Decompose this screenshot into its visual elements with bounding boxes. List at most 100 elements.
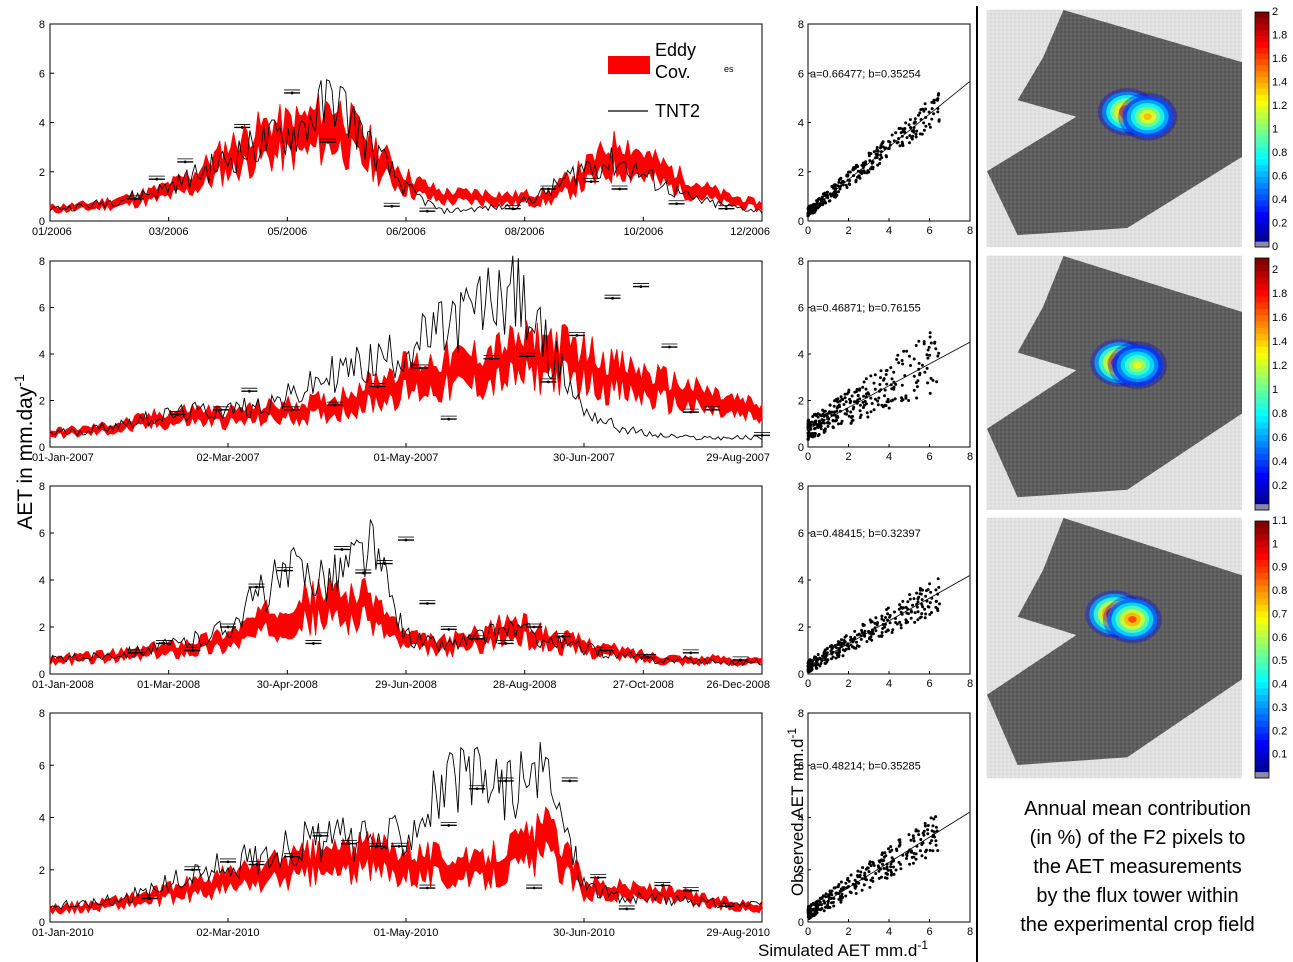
scatter-point <box>901 853 905 857</box>
scatter-point <box>934 600 938 603</box>
x-tick-label: 02-Mar-2010 <box>197 927 260 939</box>
scatter-point <box>821 654 825 658</box>
scatter-point <box>862 169 866 173</box>
x-tick-label: 6 <box>926 225 932 237</box>
map-grid <box>986 255 1242 510</box>
scatter-point <box>834 656 838 660</box>
scatter-point <box>874 872 878 875</box>
colorbar-segment <box>1255 491 1269 498</box>
regression-line <box>807 811 971 914</box>
scatter-point <box>838 177 842 181</box>
regression-line <box>807 575 971 667</box>
x-tick-label: 29-Aug-2010 <box>706 927 770 939</box>
y-tick-label: 4 <box>39 813 45 825</box>
scatter-point <box>815 908 819 912</box>
y-tick-label: 8 <box>39 481 45 493</box>
scatter-point <box>913 620 917 624</box>
colorbar-segment <box>1255 94 1269 101</box>
scatter-point <box>922 109 926 113</box>
scatter-point <box>861 866 865 870</box>
scatter-point <box>854 646 858 650</box>
scatter-point <box>881 623 885 626</box>
scatter-point <box>908 862 912 866</box>
scatter-point <box>809 913 813 916</box>
y-tick-label: 6 <box>798 303 804 315</box>
scatter-point <box>887 847 890 851</box>
scatter-point <box>820 659 824 663</box>
scatter-point <box>877 876 881 880</box>
marker-dot <box>361 571 365 575</box>
time-series-panels: 0 2 4 6 8 01/2006 03/2006 05/2006 06/2006 08/2006… <box>32 19 770 939</box>
x-tick-label: 8 <box>967 225 973 237</box>
scatter-point <box>931 378 935 382</box>
scatter-point <box>895 622 899 626</box>
y-tick-label: 4 <box>39 575 45 587</box>
x-tick-label: 8 <box>967 451 973 463</box>
colorbar-tick-label: 1.4 <box>1272 336 1287 348</box>
scatter-point <box>816 424 820 428</box>
colorbar-segment <box>1255 503 1269 511</box>
scatter-point <box>916 618 920 622</box>
scatter-point <box>920 843 924 846</box>
scatter-point <box>918 373 922 377</box>
scatter-point <box>866 866 870 870</box>
colorbar-tick-label: 0.2 <box>1272 480 1287 492</box>
scatter-point <box>886 612 890 616</box>
x-tick-label: 30-Jun-2010 <box>553 927 615 939</box>
scatter-point <box>846 174 850 178</box>
scatter-point <box>919 118 923 121</box>
colorbar-segment <box>1255 758 1269 766</box>
y-axis-label-sup: -1 <box>11 374 27 387</box>
marker-dot <box>475 787 479 791</box>
scatter-point <box>937 585 941 589</box>
colorbar-segment <box>1255 217 1269 224</box>
x-tick-label: 01-May-2007 <box>374 452 439 464</box>
scatter-point <box>860 888 864 892</box>
scatter-point <box>809 910 812 914</box>
scatter-point <box>836 184 840 188</box>
regression-annotation: a=0.48214; b=0.35285 <box>810 760 921 772</box>
marker-dot <box>418 366 422 370</box>
y-tick-label: 6 <box>39 303 45 315</box>
scatter-point <box>882 867 886 870</box>
x-tick-label: 6 <box>926 678 932 690</box>
hotspot-2-ring <box>1133 361 1142 369</box>
marker-dot <box>447 627 451 631</box>
scatter-point <box>887 146 891 150</box>
scatter-point <box>878 860 882 864</box>
marker-dot <box>532 886 536 890</box>
scatter-point <box>927 605 931 609</box>
scatter-point <box>929 590 933 594</box>
colorbar-segment <box>1255 447 1269 454</box>
scatter-point <box>920 854 924 858</box>
scatter-point <box>904 121 908 125</box>
y-tick-label: 0 <box>798 917 804 929</box>
scatter-point <box>869 410 873 414</box>
scatter-point <box>904 394 908 398</box>
scatter-point <box>929 376 933 380</box>
colorbar-tick-label: 2 <box>1272 264 1278 276</box>
scatter-point <box>885 876 889 880</box>
colorbar-segment <box>1255 23 1269 31</box>
scatter-point <box>851 167 855 171</box>
scatter-point <box>830 901 833 905</box>
scatter-point <box>809 209 813 213</box>
scatter-point <box>869 374 873 378</box>
x-tick-label: 01-Jan-2008 <box>32 679 94 691</box>
colorbar-segment <box>1255 333 1269 341</box>
regression-annotation: a=0.66477; b=0.35254 <box>810 68 921 80</box>
scatter-point <box>827 893 831 897</box>
marker-dot <box>689 410 693 414</box>
scatter-point <box>917 339 921 343</box>
colorbar-segment <box>1255 681 1269 689</box>
marker-dot <box>611 296 614 300</box>
scatter-point <box>828 906 832 909</box>
scatter-point <box>822 909 826 913</box>
scatter-point <box>845 407 849 411</box>
scatter-point <box>823 429 827 433</box>
colorbar-frame <box>1254 257 1270 511</box>
scatter-point <box>926 381 930 385</box>
y-tick-label: 6 <box>798 68 804 80</box>
footprint-map-1: 0 0.2 0.4 0.6 0.8 1 1.2 1.4 1.6 1.8 2 <box>986 6 1287 253</box>
scatter-point <box>812 423 816 427</box>
